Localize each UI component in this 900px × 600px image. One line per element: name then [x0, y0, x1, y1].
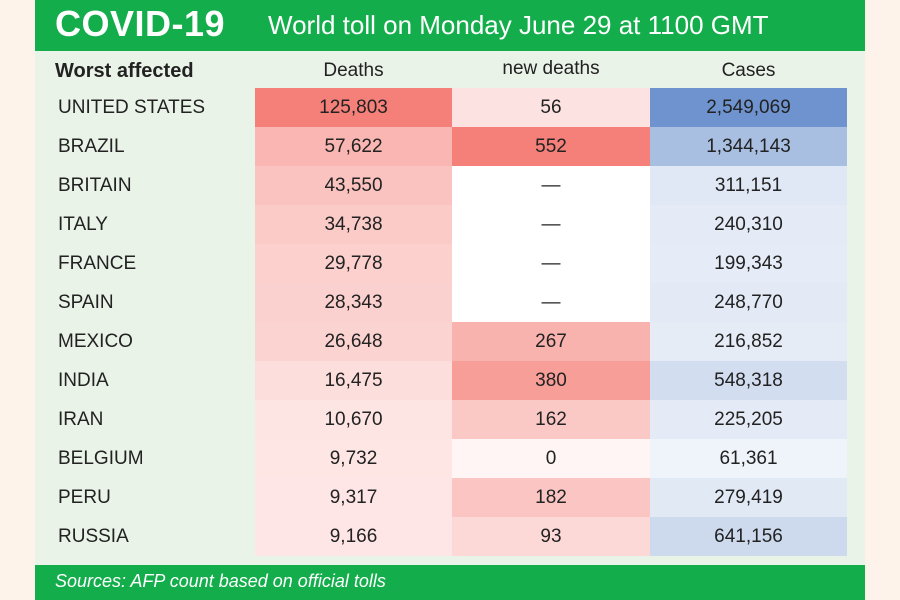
- country-cell: UNITED STATES: [58, 97, 206, 118]
- new-deaths-cell: 0: [452, 439, 650, 478]
- title: COVID-19: [55, 3, 226, 44]
- table-row: IRAN 10,670 162 225,205: [0, 400, 900, 439]
- new-deaths-cell: —: [452, 283, 650, 322]
- new-deaths-cell: —: [452, 244, 650, 283]
- deaths-cell: 26,648: [255, 322, 452, 361]
- new-deaths-cell: —: [452, 166, 650, 205]
- country-cell: ITALY: [58, 214, 108, 235]
- country-cell: PERU: [58, 487, 111, 508]
- source-note: Sources: AFP count based on official tol…: [55, 571, 386, 591]
- new-deaths-cell: 380: [452, 361, 650, 400]
- cases-cell: 248,770: [650, 283, 847, 322]
- cases-cell: 199,343: [650, 244, 847, 283]
- column-header-new-deaths: new deaths: [502, 58, 600, 79]
- table-row: BRITAIN 43,550—311,151: [0, 166, 900, 205]
- table-row: MEXICO 26,648 267 216,852: [0, 322, 900, 361]
- new-deaths-cell: 162: [452, 400, 650, 439]
- country-cell: FRANCE: [58, 253, 137, 274]
- column-header-cases: Cases: [721, 60, 776, 81]
- country-cell: MEXICO: [58, 331, 133, 352]
- deaths-cell: 29,778: [255, 244, 452, 283]
- country-cell: BELGIUM: [58, 448, 144, 469]
- country-cell: BRAZIL: [58, 136, 125, 157]
- cases-cell: 279,419: [650, 478, 847, 517]
- deaths-cell: 9,166: [255, 517, 452, 556]
- cases-cell: 216,852: [650, 322, 847, 361]
- cases-cell: 225,205: [650, 400, 847, 439]
- country-cell: BRITAIN: [58, 175, 132, 196]
- table-row: ITALY 34,738—240,310: [0, 205, 900, 244]
- deaths-cell: 34,738: [255, 205, 452, 244]
- new-deaths-cell: 267: [452, 322, 650, 361]
- table-row: SPAIN 28,343—248,770: [0, 283, 900, 322]
- footer-banner: Sources: AFP count based on official tol…: [35, 565, 865, 600]
- table-row: FRANCE 29,778—199,343: [0, 244, 900, 283]
- table-row: RUSSIA 9,166 93 641,156: [0, 517, 900, 556]
- new-deaths-cell: —: [452, 205, 650, 244]
- new-deaths-cell: 182: [452, 478, 650, 517]
- country-cell: IRAN: [58, 409, 104, 430]
- subtitle: World toll on Monday June 29 at 1100 GMT: [268, 10, 769, 40]
- new-deaths-cell: 56: [452, 88, 650, 127]
- table-row: UNITED STATES 125,803 56 2,549,069: [0, 88, 900, 127]
- cases-cell: 311,151: [650, 166, 847, 205]
- table-row: BRAZIL 57,622 552 1,344,143: [0, 127, 900, 166]
- deaths-cell: 16,475: [255, 361, 452, 400]
- deaths-cell: 125,803: [255, 88, 452, 127]
- cases-cell: 1,344,143: [650, 127, 847, 166]
- country-cell: RUSSIA: [58, 526, 129, 547]
- country-cell: INDIA: [58, 370, 109, 391]
- new-deaths-cell: 552: [452, 127, 650, 166]
- column-header-country: Worst affected: [55, 60, 194, 82]
- column-header-deaths: Deaths: [323, 60, 384, 81]
- deaths-cell: 9,732: [255, 439, 452, 478]
- cases-cell: 641,156: [650, 517, 847, 556]
- country-cell: SPAIN: [58, 292, 114, 313]
- header-banner: COVID-19 World toll on Monday June 29 at…: [35, 0, 865, 51]
- new-deaths-cell: 93: [452, 517, 650, 556]
- deaths-cell: 43,550: [255, 166, 452, 205]
- deaths-cell: 10,670: [255, 400, 452, 439]
- table-row: BELGIUM 9,732 0 61,361: [0, 439, 900, 478]
- cases-cell: 2,549,069: [650, 88, 847, 127]
- cases-cell: 240,310: [650, 205, 847, 244]
- deaths-cell: 28,343: [255, 283, 452, 322]
- deaths-cell: 57,622: [255, 127, 452, 166]
- table-row: INDIA 16,475 380 548,318: [0, 361, 900, 400]
- cases-cell: 548,318: [650, 361, 847, 400]
- table-row: PERU 9,317 182 279,419: [0, 478, 900, 517]
- cases-cell: 61,361: [650, 439, 847, 478]
- deaths-cell: 9,317: [255, 478, 452, 517]
